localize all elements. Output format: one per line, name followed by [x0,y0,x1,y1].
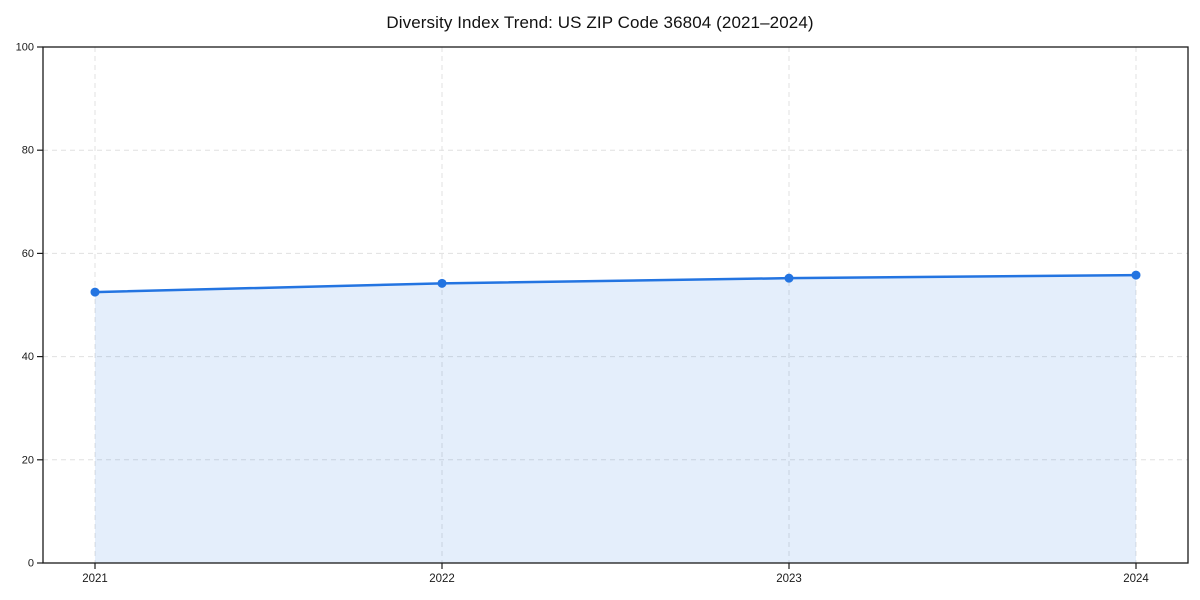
data-point-marker [90,287,100,297]
chart-title: Diversity Index Trend: US ZIP Code 36804… [386,13,814,32]
y-tick-label: 80 [22,145,34,157]
data-point-marker [437,278,447,288]
y-tick-label: 100 [16,42,34,54]
y-tick-label: 40 [22,351,34,363]
plot-frame [42,46,1189,564]
data-point-marker [784,273,794,283]
data-points [90,270,1141,297]
trend-line [93,273,1138,294]
x-axis: 2021 2022 2023 2024 [82,563,1149,585]
y-tick-label: 0 [28,558,34,570]
data-point-marker [1131,270,1141,280]
y-tick-label: 20 [22,454,34,466]
area-fill [95,275,1136,563]
y-tick-label: 60 [22,248,34,260]
x-tick-label: 2021 [82,573,108,585]
y-axis: 0 20 40 60 80 100 [16,42,43,570]
x-tick-label: 2022 [429,573,455,585]
x-tick-label: 2024 [1123,573,1149,585]
x-tick-label: 2023 [776,573,802,585]
